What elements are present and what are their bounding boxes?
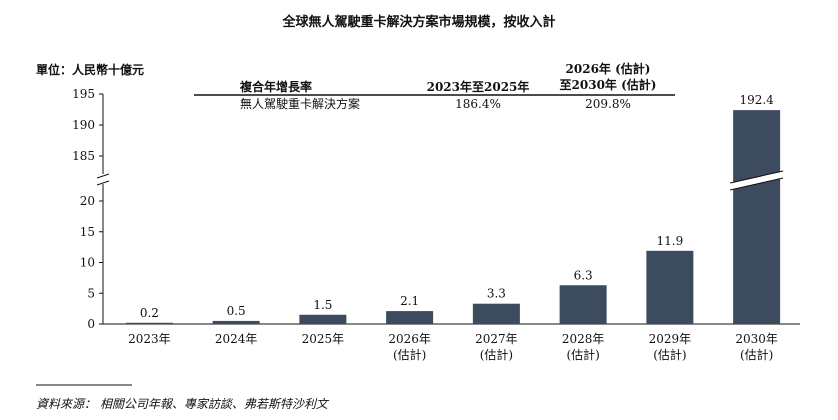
y-tick-label: 195 (72, 87, 95, 101)
axis-break-mark-top (96, 173, 110, 179)
x-tick-label: 2024年 (215, 332, 258, 346)
x-tick-label: 2026年 (388, 332, 431, 346)
cagr-row-label: 無人駕駛重卡解決方案 (240, 96, 360, 111)
bar-break-gap (731, 171, 783, 190)
x-tick-label: 2029年 (649, 332, 692, 346)
bar (212, 320, 260, 324)
unit-label: 單位：人民幣十億元 (36, 62, 144, 77)
data-label: 2.1 (400, 294, 419, 308)
x-tick-note: (估計) (653, 347, 686, 362)
bar (125, 322, 173, 324)
data-label: 0.5 (227, 304, 246, 318)
data-label: 0.2 (140, 306, 159, 320)
source-note: 資料來源： 相關公司年報、專家訪談、弗若斯特沙利文 (36, 397, 330, 411)
axis-break-mark-bottom (96, 180, 110, 186)
data-label: 3.3 (487, 287, 506, 301)
bars (125, 110, 784, 325)
chart-title: 全球無人駕駛重卡解決方案市場規模，按收入計 (281, 14, 555, 30)
x-tick-label: 2025年 (302, 332, 345, 346)
y-tick-label: 20 (80, 194, 95, 208)
bar (386, 311, 434, 324)
y-tick-label: 15 (80, 225, 95, 239)
cagr-col1-header: 2023年至2025年 (427, 79, 530, 94)
bar (472, 303, 520, 324)
x-tick-note: (估計) (740, 347, 773, 362)
cagr-row-value-1: 186.4% (455, 97, 501, 111)
bar-break-line (730, 170, 784, 184)
cagr-table: 複合年增長率 2023年至2025年 2026年 (估計) 至2030年 (估計… (194, 61, 675, 111)
x-axis-labels: 2023年 2024年 2025年 2026年(估計)2027年(估計)2028年(估… (128, 332, 778, 362)
cagr-col2-header-line2: 至2030年 (估計) (560, 77, 657, 92)
x-tick-note: (估計) (566, 347, 599, 362)
cagr-header: 複合年增長率 (239, 79, 312, 94)
x-tick-label: 2023年 (128, 332, 171, 346)
x-tick-label: 2027年 (475, 332, 518, 346)
bar (299, 314, 347, 324)
bar-break-line (730, 177, 784, 191)
y-tick-label: 5 (87, 286, 95, 300)
cagr-col2-header-line1: 2026年 (估計) (566, 61, 651, 76)
x-tick-note: (估計) (480, 347, 513, 362)
y-tick-label: 0 (87, 317, 95, 331)
data-label: 1.5 (313, 298, 332, 312)
data-label: 192.4 (739, 93, 774, 107)
bar (559, 285, 607, 324)
data-labels: 0.2 0.5 1.5 2.1 3.3 6.3 11.9 192.4 (140, 93, 774, 320)
y-tick-label: 190 (72, 118, 95, 132)
x-tick-label: 2028年 (562, 332, 605, 346)
cagr-row-value-2: 209.8% (585, 97, 631, 111)
bar (733, 110, 781, 325)
x-tick-note: (估計) (393, 347, 426, 362)
bar (646, 250, 694, 324)
y-tick-label: 185 (72, 149, 95, 163)
y-tick-label: 10 (80, 256, 95, 270)
x-tick-label: 2030年 (735, 332, 778, 346)
data-label: 6.3 (574, 268, 593, 282)
data-label: 11.9 (657, 234, 684, 248)
